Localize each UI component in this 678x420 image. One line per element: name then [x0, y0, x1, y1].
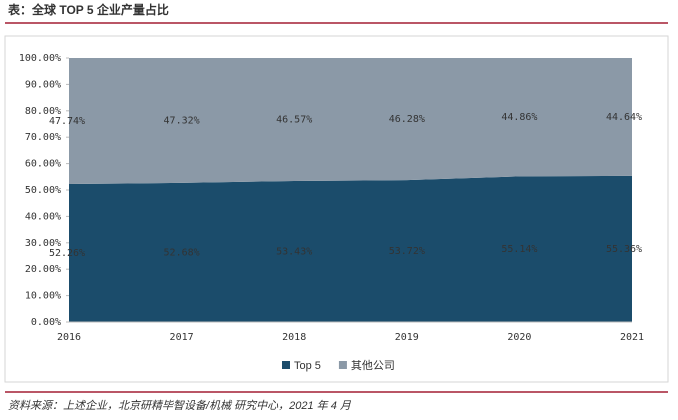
data-label: 46.28% [389, 114, 425, 125]
legend-label: 其他公司 [351, 359, 395, 372]
y-tick-label: 40.00% [25, 211, 61, 222]
y-tick-label: 70.00% [25, 132, 61, 143]
data-label: 44.86% [501, 112, 537, 123]
y-tick-label: 90.00% [25, 79, 61, 90]
x-tick-label: 2020 [507, 332, 531, 343]
y-tick-label: 60.00% [25, 159, 61, 170]
x-tick-label: 2017 [170, 332, 194, 343]
x-tick-label: 2019 [395, 332, 419, 343]
data-label: 55.36% [606, 244, 642, 255]
data-label: 44.64% [606, 112, 642, 123]
data-label: 47.74% [49, 116, 85, 127]
data-label: 53.43% [276, 246, 312, 257]
legend-swatch [282, 361, 290, 369]
x-tick-label: 2021 [620, 332, 644, 343]
chart-frame [4, 35, 669, 383]
area [69, 175, 632, 322]
y-tick-label: 0.00% [31, 317, 61, 328]
data-label: 55.14% [501, 244, 537, 255]
legend-label: Top 5 [294, 360, 321, 372]
data-label: 52.68% [164, 247, 200, 258]
y-tick-label: 10.00% [25, 291, 61, 302]
source: 资料来源：上述企业，北京研精毕智设备/机械 研究中心，2021 年 4 月 [8, 399, 352, 412]
data-label: 52.26% [49, 248, 85, 259]
x-tick-label: 2018 [282, 332, 306, 343]
chart-title: 表：全球 TOP 5 企业产量占比 [7, 2, 169, 17]
area [69, 58, 632, 185]
y-tick-label: 20.00% [25, 264, 61, 275]
y-tick-label: 80.00% [25, 106, 61, 117]
y-tick-label: 100.00% [19, 53, 61, 64]
data-label: 46.57% [276, 114, 312, 125]
legend-swatch [338, 361, 347, 369]
y-tick-label: 50.00% [25, 185, 61, 196]
y-tick-label: 30.00% [25, 238, 61, 249]
x-tick-label: 2016 [57, 332, 81, 343]
data-label: 53.72% [389, 246, 425, 257]
data-label: 47.32% [164, 115, 200, 126]
